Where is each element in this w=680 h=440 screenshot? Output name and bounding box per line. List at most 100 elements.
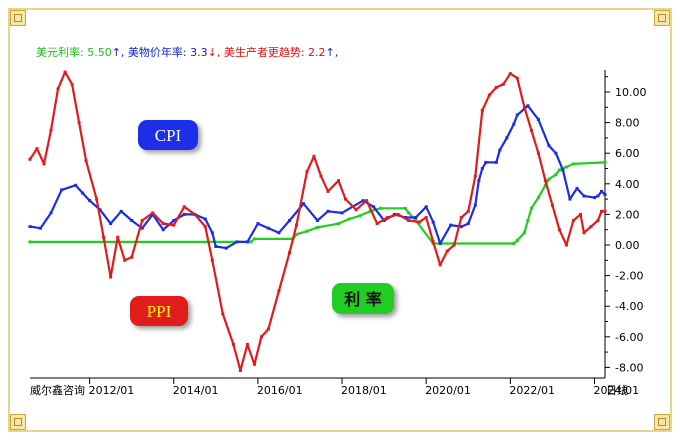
series-point xyxy=(305,170,309,174)
series-point xyxy=(417,220,421,224)
series-point xyxy=(449,223,453,227)
series-point xyxy=(575,186,579,190)
y-tick-label: 2.00 xyxy=(615,208,640,221)
series-point xyxy=(249,240,253,244)
footer-brand: 威尔鑫咨询 xyxy=(30,383,85,397)
x-tick-label: 2024/01 xyxy=(593,384,639,397)
series-point xyxy=(372,205,376,209)
series-point xyxy=(579,212,582,216)
series-point xyxy=(596,194,600,198)
series-point xyxy=(49,128,53,132)
series-point xyxy=(316,225,319,229)
series-point xyxy=(252,362,256,366)
series-point xyxy=(224,246,228,250)
series-point xyxy=(407,219,411,222)
series-point xyxy=(600,209,603,213)
series-point xyxy=(536,151,540,155)
ppi-badge-text: PPI xyxy=(147,302,172,321)
series-point xyxy=(424,205,428,209)
series-point xyxy=(151,211,155,215)
series-point xyxy=(515,76,519,80)
series-point xyxy=(288,251,291,255)
series-point xyxy=(438,263,442,267)
series-point xyxy=(42,162,46,166)
frame-corner-ornament xyxy=(654,414,670,430)
series-point xyxy=(543,179,547,183)
series-point xyxy=(526,104,530,108)
series-point xyxy=(77,121,81,125)
series-point xyxy=(210,231,214,235)
series-point xyxy=(340,211,344,215)
series-point xyxy=(600,189,603,193)
series-point xyxy=(316,219,319,222)
legend-rate-arrow: ↑ xyxy=(111,46,121,59)
series-point xyxy=(277,289,281,293)
series-point xyxy=(277,231,281,235)
series-point xyxy=(49,211,53,215)
series-point xyxy=(172,219,176,222)
series-point xyxy=(266,226,270,230)
series-point xyxy=(312,154,316,158)
series-point xyxy=(39,226,42,230)
series-point xyxy=(56,87,60,91)
series-point xyxy=(452,243,456,247)
series-point xyxy=(557,168,561,172)
series-point xyxy=(431,220,435,224)
series-point xyxy=(203,225,207,229)
cpi-badge: CPI xyxy=(138,120,198,150)
y-tick-label: -4.00 xyxy=(615,300,643,313)
y-tick-label: 4.00 xyxy=(615,178,640,191)
series-point xyxy=(571,219,575,222)
series-point xyxy=(487,93,491,97)
x-tick-label: 2020/01 xyxy=(425,384,471,397)
series-point xyxy=(123,258,127,262)
series-point xyxy=(508,72,512,76)
legend: 美元利率: 5.50↑, 美物价年率: 3.3↓, 美生产者更趋势: 2.2↑, xyxy=(36,44,338,60)
cpi-badge-text: CPI xyxy=(155,126,182,145)
series-point xyxy=(305,229,309,233)
legend-separator: , xyxy=(334,46,339,59)
rate-badge: 利 率 xyxy=(332,283,394,314)
legend-cpi-arrow: ↓ xyxy=(207,46,217,59)
series-point xyxy=(235,240,239,244)
series-point xyxy=(358,214,362,218)
series-point xyxy=(529,206,533,210)
rate-badge-text: 利 率 xyxy=(344,290,382,309)
series-point xyxy=(182,205,186,209)
series-point xyxy=(172,223,176,227)
y-tick-label: 6.00 xyxy=(615,147,640,160)
series-point xyxy=(473,174,477,178)
x-tick-label: 2016/01 xyxy=(257,384,303,397)
series-point xyxy=(35,147,39,151)
footer-period: 日线 xyxy=(606,383,628,397)
series-point xyxy=(477,179,481,183)
series-point xyxy=(596,219,600,222)
series-point xyxy=(221,312,225,316)
series-point xyxy=(81,191,85,195)
series-point xyxy=(424,216,428,219)
series-point xyxy=(116,235,120,239)
series-point xyxy=(266,327,270,331)
series-point xyxy=(522,231,526,235)
series-point xyxy=(445,249,449,253)
series-line xyxy=(30,161,606,245)
series-point xyxy=(375,222,379,226)
series-point xyxy=(140,226,144,230)
series-point xyxy=(326,209,330,213)
series-point xyxy=(582,194,586,198)
series-point xyxy=(161,222,165,226)
series-point xyxy=(459,216,463,219)
series-point xyxy=(512,242,516,245)
series-point xyxy=(319,174,323,178)
series-point xyxy=(379,206,383,210)
frame-corner-ornament xyxy=(10,10,26,26)
series-point xyxy=(119,209,123,213)
series-point xyxy=(182,212,186,216)
legend-cpi-label: 美物价年率: 3.3 xyxy=(127,46,208,59)
series-point xyxy=(98,208,102,212)
series-point xyxy=(466,209,470,213)
series-point xyxy=(529,128,533,132)
series-point xyxy=(561,168,565,172)
series-point xyxy=(603,193,607,196)
